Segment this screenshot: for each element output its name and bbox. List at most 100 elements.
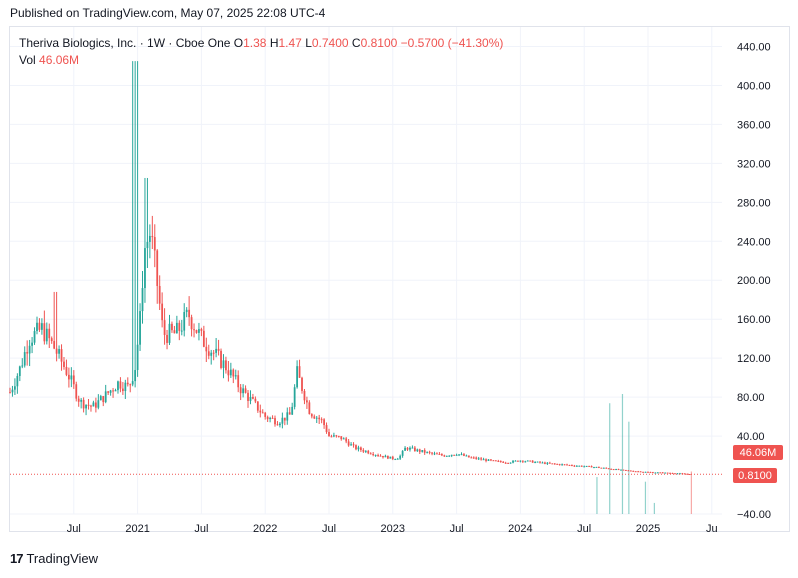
candle-body	[200, 329, 203, 331]
change-value: −0.5700 (−41.30%)	[400, 36, 504, 50]
candle-body	[367, 450, 370, 454]
candle-body	[634, 471, 637, 473]
candle-body	[556, 463, 559, 465]
candle-body	[306, 400, 308, 403]
published-note: Published on TradingView.com, May 07, 20…	[10, 6, 326, 20]
candle-body	[50, 338, 53, 342]
candle-body	[548, 462, 551, 464]
candle-body	[264, 412, 267, 417]
close-value: 0.8100	[360, 36, 398, 50]
candle-body	[544, 462, 546, 464]
symbol-label[interactable]: Theriva Biologics, Inc. · 1W · Cboe One	[19, 36, 231, 50]
candle-body	[426, 451, 429, 453]
candle-body	[11, 389, 14, 393]
candle-body	[676, 473, 679, 475]
open-label: O	[233, 36, 244, 50]
candle-body	[379, 455, 382, 457]
candle-body	[148, 235, 151, 242]
candle-body	[55, 348, 58, 354]
candle-body	[443, 455, 446, 457]
candle-body	[418, 449, 421, 452]
candle-body	[521, 460, 524, 462]
candle-body	[406, 447, 409, 450]
candle-body	[269, 417, 272, 420]
volume-badge-label: 46.06M	[740, 447, 777, 459]
candle-body	[382, 455, 384, 458]
price-axis[interactable]: 440.00 400.00 360.00 320.00 280.00 240.00 200.…	[737, 41, 771, 521]
volume-bar	[609, 403, 611, 514]
candle-body	[477, 458, 480, 460]
candle-body	[421, 450, 424, 452]
candle-body	[293, 387, 296, 407]
legend-ohlc-row: Theriva Biologics, Inc. · 1W · Cboe One …	[19, 35, 503, 52]
candle-body	[669, 472, 671, 474]
candle-body	[313, 416, 316, 419]
y-tick-label: 40.00	[737, 431, 765, 443]
candle-body	[23, 352, 26, 366]
candle-body	[153, 237, 156, 251]
candle-body	[198, 329, 200, 333]
candle-body	[465, 455, 468, 457]
volume-bar	[596, 477, 598, 514]
candle-body	[499, 461, 502, 463]
x-tick-label: Ju	[706, 523, 718, 535]
y-tick-label: 280.00	[737, 197, 771, 209]
volume-bars	[596, 394, 692, 514]
candle-body	[328, 432, 330, 437]
candle-body	[104, 391, 107, 403]
x-tick-label: 2022	[253, 523, 277, 535]
candle-body	[271, 417, 274, 419]
candle-body	[485, 459, 487, 461]
candle-body	[413, 447, 416, 452]
candle-body	[121, 388, 124, 392]
y-tick-label: 120.00	[737, 353, 771, 365]
candle-body	[136, 344, 139, 371]
candle-body	[362, 450, 365, 452]
high-label: H	[269, 36, 279, 50]
candle-body	[80, 399, 83, 402]
volume-value: 46.06M	[39, 53, 80, 67]
candle-body	[617, 469, 620, 471]
high-value: 1.47	[278, 36, 302, 50]
candle-body	[558, 464, 561, 466]
candle-body	[63, 361, 65, 367]
candle-body	[644, 471, 647, 473]
candle-body	[139, 311, 141, 345]
candle-body	[237, 375, 240, 388]
candle-body	[259, 410, 262, 413]
candle-body	[656, 472, 659, 474]
time-axis[interactable]: Jul 2021 Jul 2022 Jul 2023 Jul 2024 Jul 2025 Ju	[67, 523, 718, 535]
candle-body	[409, 447, 411, 450]
candle-body	[357, 447, 360, 450]
candle-body	[38, 322, 41, 330]
candle-body	[239, 387, 242, 394]
candle-body	[220, 350, 222, 368]
low-label: L	[305, 36, 312, 50]
candle-body	[389, 456, 392, 459]
candle-body	[377, 454, 379, 456]
candle-body	[43, 323, 46, 342]
candle-body	[183, 312, 186, 331]
candle-body	[94, 402, 97, 408]
candle-body	[320, 419, 323, 421]
volume-label[interactable]: Vol	[19, 53, 36, 67]
chart-frame[interactable]	[9, 26, 790, 532]
brand-name: TradingView	[26, 551, 99, 566]
candle-body	[333, 435, 335, 437]
candle-body	[497, 460, 500, 462]
candle-body	[217, 348, 220, 351]
candle-body	[134, 370, 137, 382]
candle-body	[600, 467, 603, 469]
tradingview-brand[interactable]: 17 TradingView	[10, 551, 98, 566]
candle-body	[438, 453, 441, 455]
candle-body	[512, 460, 514, 463]
candle-body	[234, 375, 237, 377]
candle-body	[350, 444, 352, 446]
candle-body	[126, 382, 129, 385]
candle-body	[193, 329, 195, 331]
candle-body	[494, 460, 497, 462]
candle-body	[70, 375, 73, 380]
candle-body	[75, 384, 78, 399]
candle-body	[514, 460, 517, 462]
